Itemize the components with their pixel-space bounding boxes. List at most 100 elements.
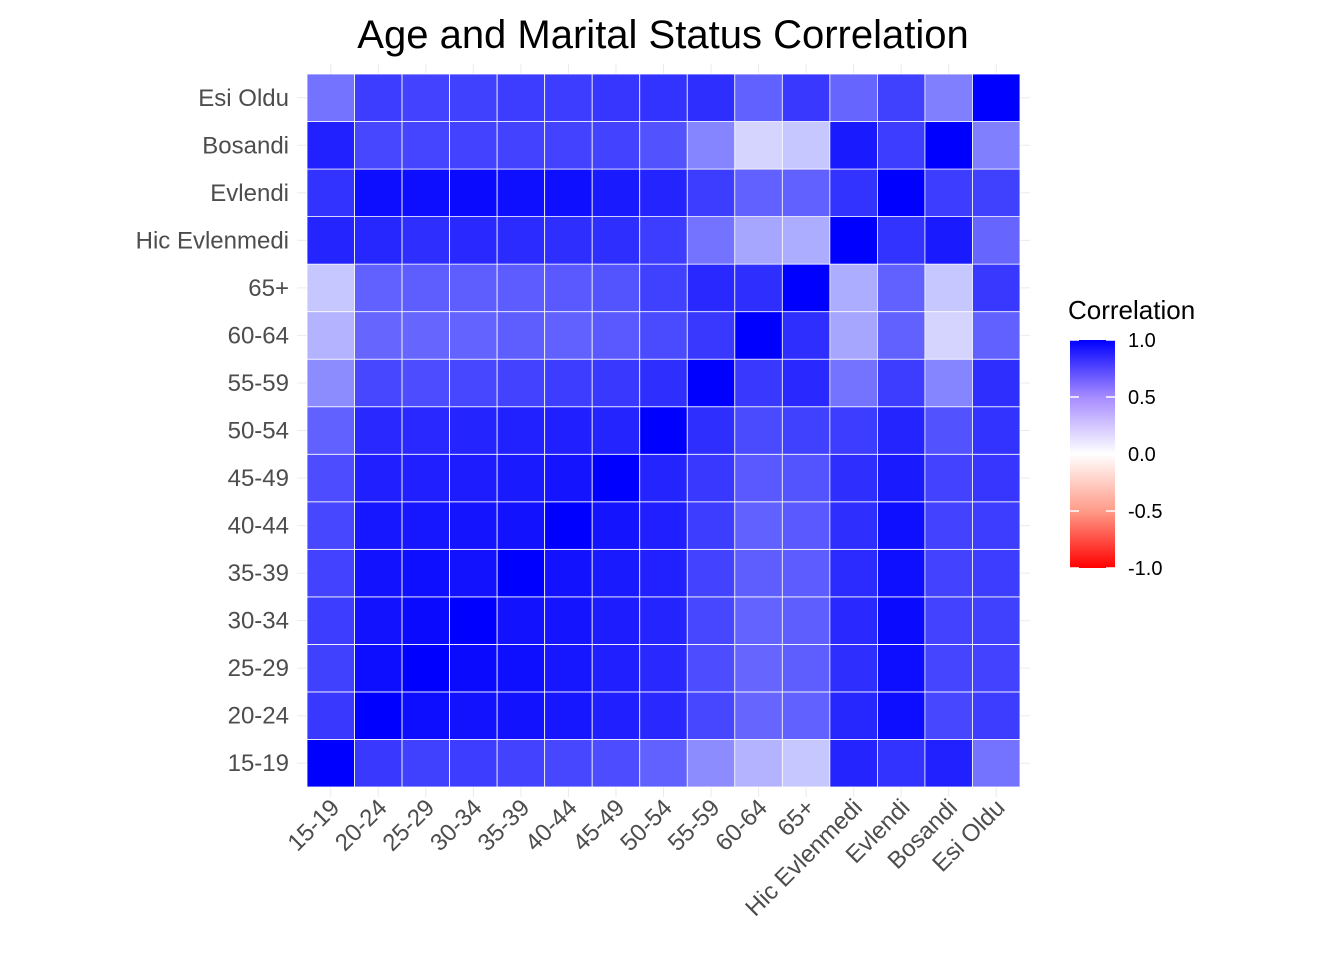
heatmap-cell bbox=[877, 263, 926, 313]
chart-title: Age and Marital Status Correlation bbox=[357, 13, 968, 57]
heatmap-cell bbox=[449, 691, 498, 740]
heatmap-cell bbox=[734, 596, 783, 645]
heatmap-cell bbox=[544, 73, 593, 122]
heatmap-cell bbox=[401, 691, 451, 740]
heatmap-cell bbox=[496, 73, 546, 122]
heatmap-cell bbox=[972, 358, 1021, 408]
heatmap-cell bbox=[496, 216, 546, 265]
heatmap-cell bbox=[401, 311, 451, 360]
heatmap-cell bbox=[734, 644, 783, 693]
heatmap-cell bbox=[924, 73, 973, 122]
heatmap-cell bbox=[781, 358, 831, 408]
heatmap-cell bbox=[972, 739, 1021, 788]
heatmap-cell bbox=[829, 691, 878, 740]
heatmap-cell bbox=[306, 644, 355, 693]
heatmap-cell bbox=[639, 121, 688, 170]
heatmap-cell bbox=[781, 596, 831, 645]
heatmap-cell bbox=[734, 263, 783, 313]
heatmap-cell bbox=[877, 216, 926, 265]
legend-tick-label: 0.5 bbox=[1128, 387, 1156, 409]
heatmap-cell bbox=[591, 644, 641, 693]
heatmap-cell bbox=[877, 311, 926, 360]
y-tick-label: 65+ bbox=[248, 275, 289, 302]
heatmap-cell bbox=[449, 263, 498, 313]
heatmap-cell bbox=[829, 73, 878, 122]
heatmap-cell bbox=[781, 548, 831, 598]
heatmap-cell bbox=[781, 453, 831, 503]
heatmap-cell bbox=[972, 263, 1021, 313]
heatmap-cell bbox=[591, 311, 641, 360]
x-tick-label: 60-64 bbox=[710, 794, 773, 857]
heatmap-cell bbox=[354, 406, 403, 455]
heatmap-cell bbox=[972, 168, 1021, 217]
heatmap-cell bbox=[686, 596, 736, 645]
heatmap-cell bbox=[544, 501, 593, 550]
heatmap-cell bbox=[401, 406, 451, 455]
heatmap-tiles bbox=[306, 73, 1021, 788]
heatmap-cell bbox=[734, 691, 783, 740]
heatmap-cell bbox=[686, 453, 736, 503]
heatmap-cell bbox=[354, 739, 403, 788]
heatmap-cell bbox=[591, 168, 641, 217]
heatmap-cell bbox=[306, 548, 355, 598]
heatmap-cell bbox=[972, 73, 1021, 122]
heatmap-cell bbox=[401, 453, 451, 503]
heatmap-cell bbox=[734, 216, 783, 265]
heatmap-cell bbox=[591, 73, 641, 122]
heatmap-cell bbox=[686, 406, 736, 455]
y-tick-label: 35-39 bbox=[228, 560, 289, 587]
heatmap-cell bbox=[496, 168, 546, 217]
heatmap-cell bbox=[829, 548, 878, 598]
x-tick-label: 20-24 bbox=[330, 794, 393, 857]
heatmap-cell bbox=[686, 358, 736, 408]
heatmap-cell bbox=[544, 311, 593, 360]
heatmap-cell bbox=[781, 739, 831, 788]
heatmap-cell bbox=[591, 216, 641, 265]
heatmap-cell bbox=[639, 596, 688, 645]
heatmap-cell bbox=[306, 216, 355, 265]
heatmap-cell bbox=[829, 358, 878, 408]
heatmap-cell bbox=[877, 596, 926, 645]
heatmap-cell bbox=[924, 263, 973, 313]
x-axis-tick-labels: 15-1920-2425-2930-3435-3940-4445-4950-54… bbox=[283, 794, 1011, 922]
heatmap-cell bbox=[401, 263, 451, 313]
heatmap-cell bbox=[591, 263, 641, 313]
heatmap-cell bbox=[354, 453, 403, 503]
heatmap-cell bbox=[734, 739, 783, 788]
heatmap-cell bbox=[877, 644, 926, 693]
heatmap-cell bbox=[591, 739, 641, 788]
heatmap-cell bbox=[401, 739, 451, 788]
heatmap-cell bbox=[544, 691, 593, 740]
heatmap-cell bbox=[401, 358, 451, 408]
heatmap-cell bbox=[829, 406, 878, 455]
heatmap-cell bbox=[877, 73, 926, 122]
heatmap-cell bbox=[639, 739, 688, 788]
heatmap-cell bbox=[924, 739, 973, 788]
heatmap-cell bbox=[924, 548, 973, 598]
heatmap-cell bbox=[686, 501, 736, 550]
heatmap-cell bbox=[449, 596, 498, 645]
heatmap-cell bbox=[829, 263, 878, 313]
heatmap-cell bbox=[972, 311, 1021, 360]
x-tick-label: 35-39 bbox=[473, 794, 536, 857]
x-tick-label: 50-54 bbox=[615, 794, 678, 857]
heatmap-cell bbox=[306, 358, 355, 408]
heatmap-cell bbox=[924, 406, 973, 455]
heatmap-cell bbox=[354, 596, 403, 645]
heatmap-cell bbox=[829, 311, 878, 360]
heatmap-cell bbox=[401, 548, 451, 598]
heatmap-cell bbox=[354, 263, 403, 313]
x-tick-label: 40-44 bbox=[520, 794, 583, 857]
heatmap-cell bbox=[401, 73, 451, 122]
heatmap-cell bbox=[877, 121, 926, 170]
heatmap-cell bbox=[449, 168, 498, 217]
heatmap-cell bbox=[877, 168, 926, 217]
x-tick-label: 45-49 bbox=[568, 794, 631, 857]
heatmap-cell bbox=[496, 644, 546, 693]
heatmap-cell bbox=[306, 501, 355, 550]
heatmap-cell bbox=[401, 168, 451, 217]
heatmap-cell bbox=[354, 168, 403, 217]
heatmap-cell bbox=[496, 358, 546, 408]
heatmap-cell bbox=[496, 548, 546, 598]
heatmap-cell bbox=[591, 596, 641, 645]
